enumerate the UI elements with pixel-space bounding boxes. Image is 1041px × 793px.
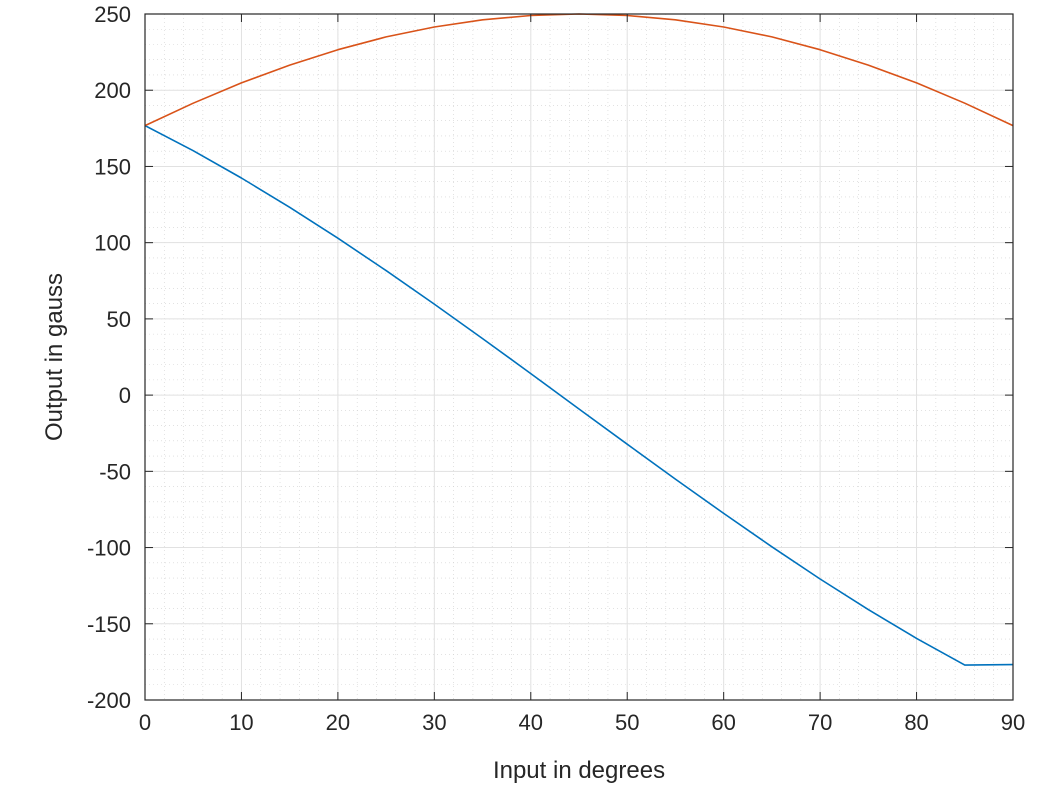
y-tick-label: -50: [99, 459, 131, 484]
x-axis-ticks: 0 10 20 30 40 50 60 70 80 90: [139, 14, 1025, 735]
y-tick-label: -100: [87, 536, 131, 561]
x-tick-label: 90: [1001, 710, 1025, 735]
y-axis-ticks: -200 -150 -100 -50 0 50 100 150 200 250: [87, 2, 1013, 713]
series-line-2: [144, 13, 1014, 127]
y-tick-label: 250: [94, 2, 131, 27]
y-tick-label: -150: [87, 612, 131, 637]
y-tick-label: 150: [94, 154, 131, 179]
x-tick-label: 40: [519, 710, 543, 735]
x-tick-label: 80: [904, 710, 928, 735]
x-tick-label: 50: [615, 710, 639, 735]
x-tick-label: 10: [229, 710, 253, 735]
y-tick-label: -200: [87, 688, 131, 713]
x-tick-label: 60: [711, 710, 735, 735]
x-tick-label: 30: [422, 710, 446, 735]
minor-grid: [145, 14, 1013, 700]
y-axis-label: Output in gauss: [41, 273, 68, 441]
plot-area-frame: [144, 13, 1014, 701]
major-grid: [144, 13, 1014, 701]
y-tick-label: 0: [119, 383, 131, 408]
y-tick-label: 200: [94, 78, 131, 103]
x-tick-label: 0: [139, 710, 151, 735]
series-line-1: [144, 124, 1014, 666]
y-tick-label: 100: [94, 231, 131, 256]
x-tick-label: 20: [326, 710, 350, 735]
series-layer: [144, 13, 1014, 666]
x-tick-label: 70: [808, 710, 832, 735]
x-axis-label: Input in degrees: [493, 757, 665, 784]
y-tick-label: 50: [107, 307, 131, 332]
